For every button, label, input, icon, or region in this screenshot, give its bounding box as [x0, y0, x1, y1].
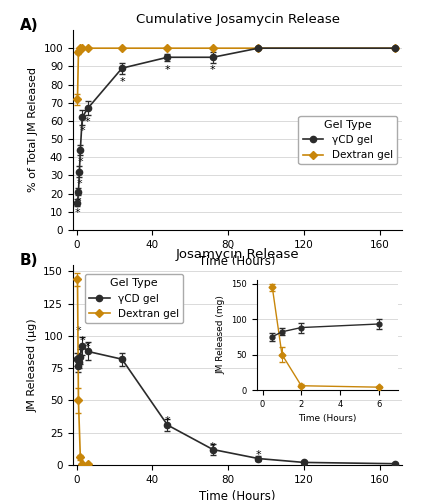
Text: A): A) — [20, 18, 39, 33]
Text: *: * — [80, 336, 85, 346]
Text: B): B) — [20, 253, 39, 268]
Text: *: * — [74, 208, 80, 218]
Text: *: * — [85, 342, 91, 352]
Text: *: * — [119, 78, 125, 88]
Text: *: * — [85, 118, 91, 128]
Y-axis label: % of Total JM Released: % of Total JM Released — [28, 68, 38, 192]
X-axis label: Time (Hours): Time (Hours) — [199, 490, 276, 500]
Title: Josamycin Release: Josamycin Release — [176, 248, 299, 261]
Text: *: * — [210, 64, 216, 74]
Text: *: * — [77, 158, 83, 168]
Title: Cumulative Josamycin Release: Cumulative Josamycin Release — [136, 13, 339, 26]
Y-axis label: JM Released (μg): JM Released (μg) — [28, 318, 38, 412]
Text: *: * — [80, 126, 85, 136]
Legend: γCD gel, Dextran gel: γCD gel, Dextran gel — [298, 116, 397, 164]
X-axis label: Time (Hours): Time (Hours) — [298, 414, 357, 424]
Text: *: * — [210, 442, 216, 452]
Text: *: * — [165, 64, 170, 74]
Y-axis label: JM Released (mg): JM Released (mg) — [217, 296, 226, 374]
Legend: γCD gel, Dextran gel: γCD gel, Dextran gel — [85, 274, 183, 323]
X-axis label: Time (Hours): Time (Hours) — [199, 256, 276, 268]
Text: *: * — [76, 198, 81, 207]
Text: *: * — [165, 416, 170, 426]
Text: *: * — [76, 326, 81, 336]
Text: *: * — [77, 179, 82, 189]
Text: *: * — [256, 450, 261, 460]
